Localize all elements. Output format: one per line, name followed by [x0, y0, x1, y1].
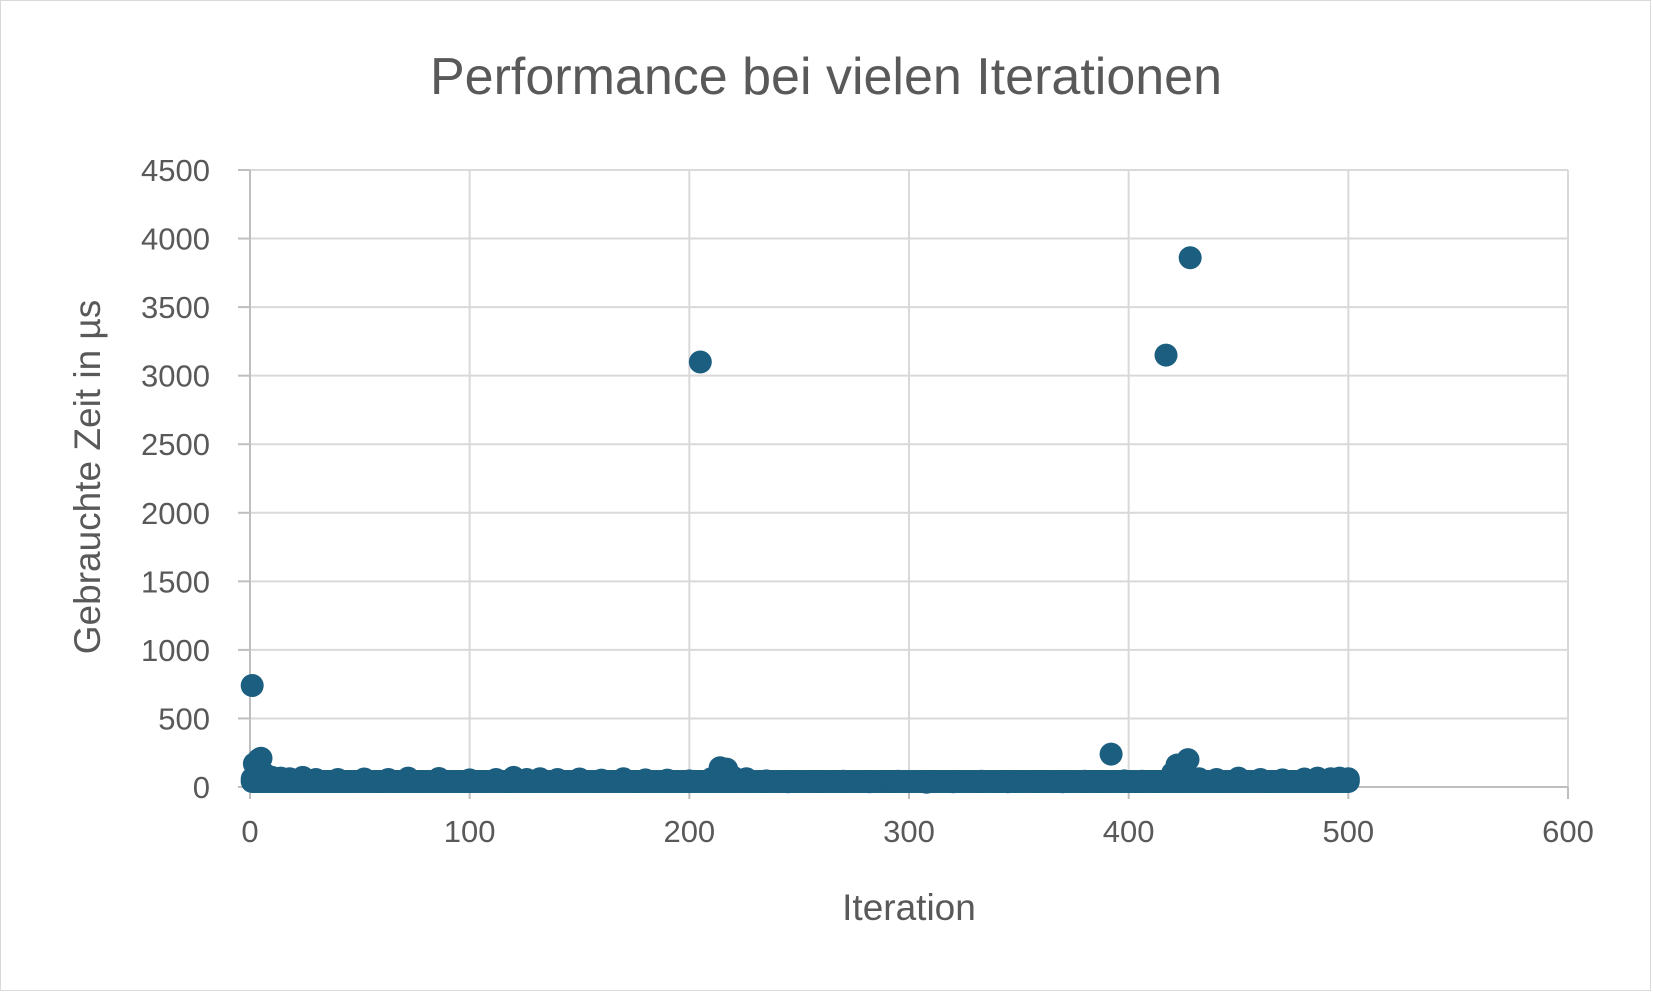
y-tick-label: 2000: [141, 496, 210, 531]
data-point: [754, 769, 778, 793]
data-points: [240, 246, 1360, 794]
data-point: [304, 767, 328, 791]
data-point: [831, 769, 855, 793]
data-point: [1154, 343, 1178, 367]
data-point: [1143, 770, 1167, 794]
data-point: [528, 767, 552, 791]
data-point: [886, 769, 910, 793]
y-tick-label: 3500: [141, 290, 210, 325]
data-point: [1178, 246, 1202, 270]
data-point: [484, 767, 508, 791]
y-axis-label: Gebrauchte Zeit in µs: [67, 300, 108, 654]
y-tick-label: 2500: [141, 427, 210, 462]
data-point: [1205, 767, 1229, 791]
data-point: [1336, 767, 1360, 791]
data-point: [1227, 766, 1250, 790]
data-point: [1099, 742, 1123, 766]
data-point: [677, 769, 701, 793]
y-tick-label: 1500: [141, 564, 210, 599]
x-tick-label: 300: [883, 814, 935, 849]
data-point: [688, 350, 712, 374]
chart-title: Performance bei vielen Iterationen: [430, 48, 1222, 106]
data-point: [1024, 770, 1048, 794]
data-point: [633, 768, 657, 792]
data-point: [458, 768, 482, 792]
data-point: [611, 767, 635, 791]
y-tick-label: 3000: [141, 359, 210, 394]
data-point: [396, 766, 420, 790]
data-point: [1248, 767, 1272, 791]
x-axis-label: Iteration: [842, 887, 976, 928]
data-point: [326, 767, 350, 791]
data-point: [589, 768, 613, 792]
x-tick-label: 100: [444, 814, 496, 849]
data-point: [915, 770, 939, 794]
x-tick-label: 400: [1103, 814, 1155, 849]
data-point: [1187, 767, 1211, 791]
data-point: [1176, 748, 1200, 772]
y-tick-label: 500: [158, 701, 210, 736]
data-point: [376, 767, 400, 791]
axes: [238, 169, 1569, 799]
x-tick-labels: 0 100 200 300 400 500 600: [241, 814, 1593, 849]
y-tick-label: 4500: [141, 153, 210, 188]
x-tick-label: 500: [1322, 814, 1374, 849]
data-point: [1112, 769, 1136, 793]
data-point: [805, 770, 829, 794]
data-point: [1270, 768, 1294, 792]
data-point: [996, 770, 1020, 794]
data-point: [1051, 770, 1075, 794]
y-tick-labels: 0 500 1000 1500 2000 2500 3000 3500 4000 4500: [141, 153, 210, 805]
data-point: [655, 768, 679, 792]
data-point: [352, 767, 376, 791]
data-point: [941, 770, 965, 794]
y-tick-label: 0: [193, 770, 210, 805]
data-point: [1073, 769, 1097, 793]
data-point: [857, 770, 881, 794]
data-point: [776, 770, 800, 794]
data-point: [568, 767, 591, 791]
data-point: [969, 769, 993, 793]
y-tick-label: 4000: [141, 222, 210, 257]
x-tick-label: 200: [663, 814, 715, 849]
x-tick-label: 0: [241, 814, 258, 849]
y-tick-label: 1000: [141, 633, 210, 668]
gridlines: [249, 169, 1569, 787]
data-point: [546, 767, 570, 791]
x-tick-label: 600: [1542, 814, 1594, 849]
data-point: [1090, 770, 1114, 794]
data-point: [427, 766, 451, 790]
data-point: [734, 767, 758, 791]
data-point: [240, 674, 264, 698]
